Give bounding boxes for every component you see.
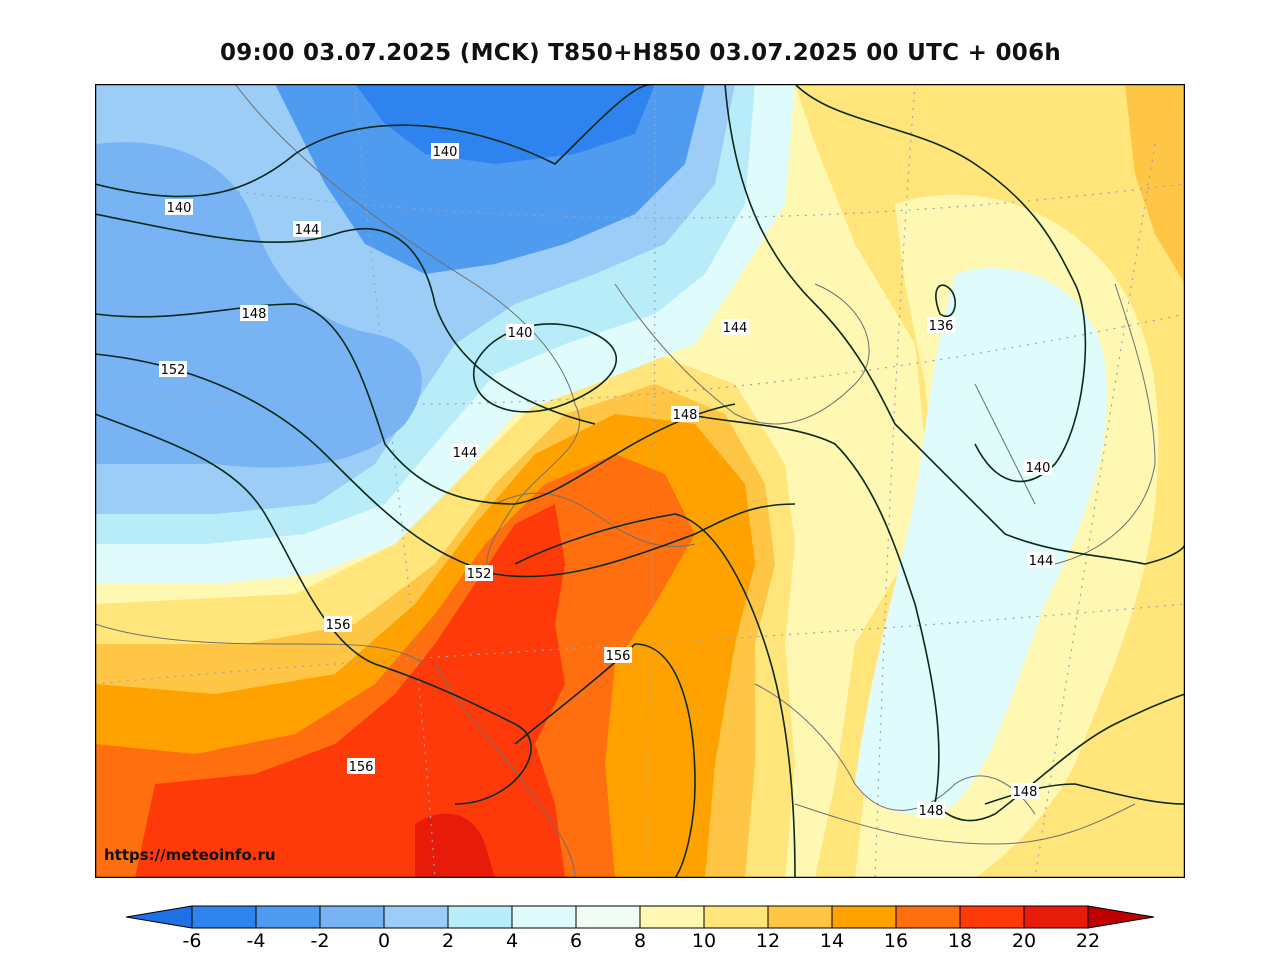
contour-label-156: 156 xyxy=(347,758,375,775)
contour-156-center xyxy=(514,643,696,878)
colorbar-swatch xyxy=(831,905,897,929)
contour-152-nw xyxy=(95,353,796,578)
contour-152-center xyxy=(514,513,796,878)
contour-label-144: 144 xyxy=(293,221,321,238)
colorbar-tick: -6 xyxy=(182,930,202,952)
contour-label-156: 156 xyxy=(604,647,632,664)
contour-140-east xyxy=(794,84,1087,483)
svg-text:148: 148 xyxy=(242,307,267,322)
svg-text:144: 144 xyxy=(295,223,320,238)
colorbar-swatch xyxy=(1023,905,1089,929)
watermark-url: https://meteoinfo.ru xyxy=(104,846,276,864)
contour-148-se xyxy=(934,693,1185,822)
colorbar-swatch xyxy=(319,905,385,929)
svg-text:144: 144 xyxy=(453,446,478,461)
colorbar-tick: 4 xyxy=(505,930,519,952)
colorbar-tick: 12 xyxy=(755,930,781,952)
svg-text:156: 156 xyxy=(606,649,631,664)
contour-label-148: 148 xyxy=(1011,783,1039,800)
contour-label-148: 148 xyxy=(917,802,945,819)
colorbar xyxy=(125,904,1156,930)
colorbar-tick: 18 xyxy=(947,930,973,952)
colorbar-tick: 20 xyxy=(1011,930,1037,952)
contour-144-center xyxy=(724,84,1185,565)
contour-label-144: 144 xyxy=(451,444,479,461)
temp-band-12-northeast xyxy=(1125,84,1185,284)
contour-148-center xyxy=(684,413,940,805)
svg-text:156: 156 xyxy=(326,618,351,633)
svg-text:140: 140 xyxy=(508,326,533,341)
contour-label-148: 148 xyxy=(671,406,699,423)
contour-144-nw xyxy=(95,213,596,425)
colorbar-tick: 2 xyxy=(441,930,455,952)
colorbar-tick: -4 xyxy=(246,930,266,952)
map-canvas: 140 140 140 140 144 144 144 144 148 148 … xyxy=(95,84,1185,878)
svg-text:140: 140 xyxy=(167,201,192,216)
svg-text:152: 152 xyxy=(161,363,186,378)
svg-text:144: 144 xyxy=(723,321,748,336)
contour-label-140: 140 xyxy=(431,143,459,160)
colorbar-tick: 22 xyxy=(1075,930,1101,952)
colorbar-swatch xyxy=(191,905,257,929)
temp-band-6-east xyxy=(855,268,1107,815)
temp-band-18-south xyxy=(135,504,565,878)
svg-text:148: 148 xyxy=(673,408,698,423)
svg-text:156: 156 xyxy=(349,760,374,775)
contour-148-nw xyxy=(95,303,736,505)
colorbar-tick: 8 xyxy=(633,930,647,952)
contour-label-140: 140 xyxy=(1024,459,1052,476)
colorbar-tick: -2 xyxy=(310,930,330,952)
colorbar-swatch xyxy=(447,905,513,929)
temp-band-0-west xyxy=(95,142,422,468)
svg-text:144: 144 xyxy=(1029,554,1054,569)
svg-text:152: 152 xyxy=(467,567,492,582)
colorbar-swatch xyxy=(639,905,705,929)
colorbar-arrow-high xyxy=(1087,905,1155,929)
contour-label-140: 140 xyxy=(165,199,193,216)
contour-label-152: 152 xyxy=(159,361,187,378)
temp-band-minus4 xyxy=(355,84,655,164)
colorbar-arrow-low xyxy=(125,905,193,929)
colorbar-swatch xyxy=(255,905,321,929)
contour-156-nw xyxy=(95,413,532,805)
contour-label-136: 136 xyxy=(927,317,955,334)
temperature-map[interactable]: 140 140 140 140 144 144 144 144 148 148 … xyxy=(95,84,1185,878)
temp-band-20-south xyxy=(415,813,495,878)
colorbar-swatch xyxy=(383,905,449,929)
colorbar-svg xyxy=(125,905,1155,929)
contours xyxy=(95,84,1185,878)
svg-text:148: 148 xyxy=(919,804,944,819)
svg-text:148: 148 xyxy=(1013,785,1038,800)
contour-label-144: 144 xyxy=(721,319,749,336)
contour-140-nw xyxy=(95,84,656,198)
contour-label-148: 148 xyxy=(240,305,268,322)
svg-text:136: 136 xyxy=(929,319,954,334)
map-title: 09:00 03.07.2025 (MCK) T850+H850 03.07.2… xyxy=(219,40,1062,66)
contour-labels: 140 140 140 140 144 144 144 144 148 148 … xyxy=(159,143,1055,819)
colorbar-swatch xyxy=(895,905,961,929)
contour-label-156: 156 xyxy=(324,616,352,633)
colorbar-tick: 14 xyxy=(819,930,845,952)
colorbar-swatch xyxy=(703,905,769,929)
contour-label-152: 152 xyxy=(465,565,493,582)
colorbar-swatch xyxy=(511,905,577,929)
colorbar-swatch xyxy=(575,905,641,929)
colorbar-tick: 0 xyxy=(377,930,391,952)
colorbar-swatch xyxy=(767,905,833,929)
contour-label-140: 140 xyxy=(506,324,534,341)
contour-136 xyxy=(935,284,956,318)
map-frame xyxy=(95,84,1185,878)
colorbar-tick: 6 xyxy=(569,930,583,952)
colorbar-tick: 10 xyxy=(691,930,717,952)
svg-text:140: 140 xyxy=(433,145,458,160)
colorbar-tick: 16 xyxy=(883,930,909,952)
svg-text:140: 140 xyxy=(1026,461,1051,476)
contour-label-144: 144 xyxy=(1027,552,1055,569)
colorbar-swatch xyxy=(959,905,1025,929)
